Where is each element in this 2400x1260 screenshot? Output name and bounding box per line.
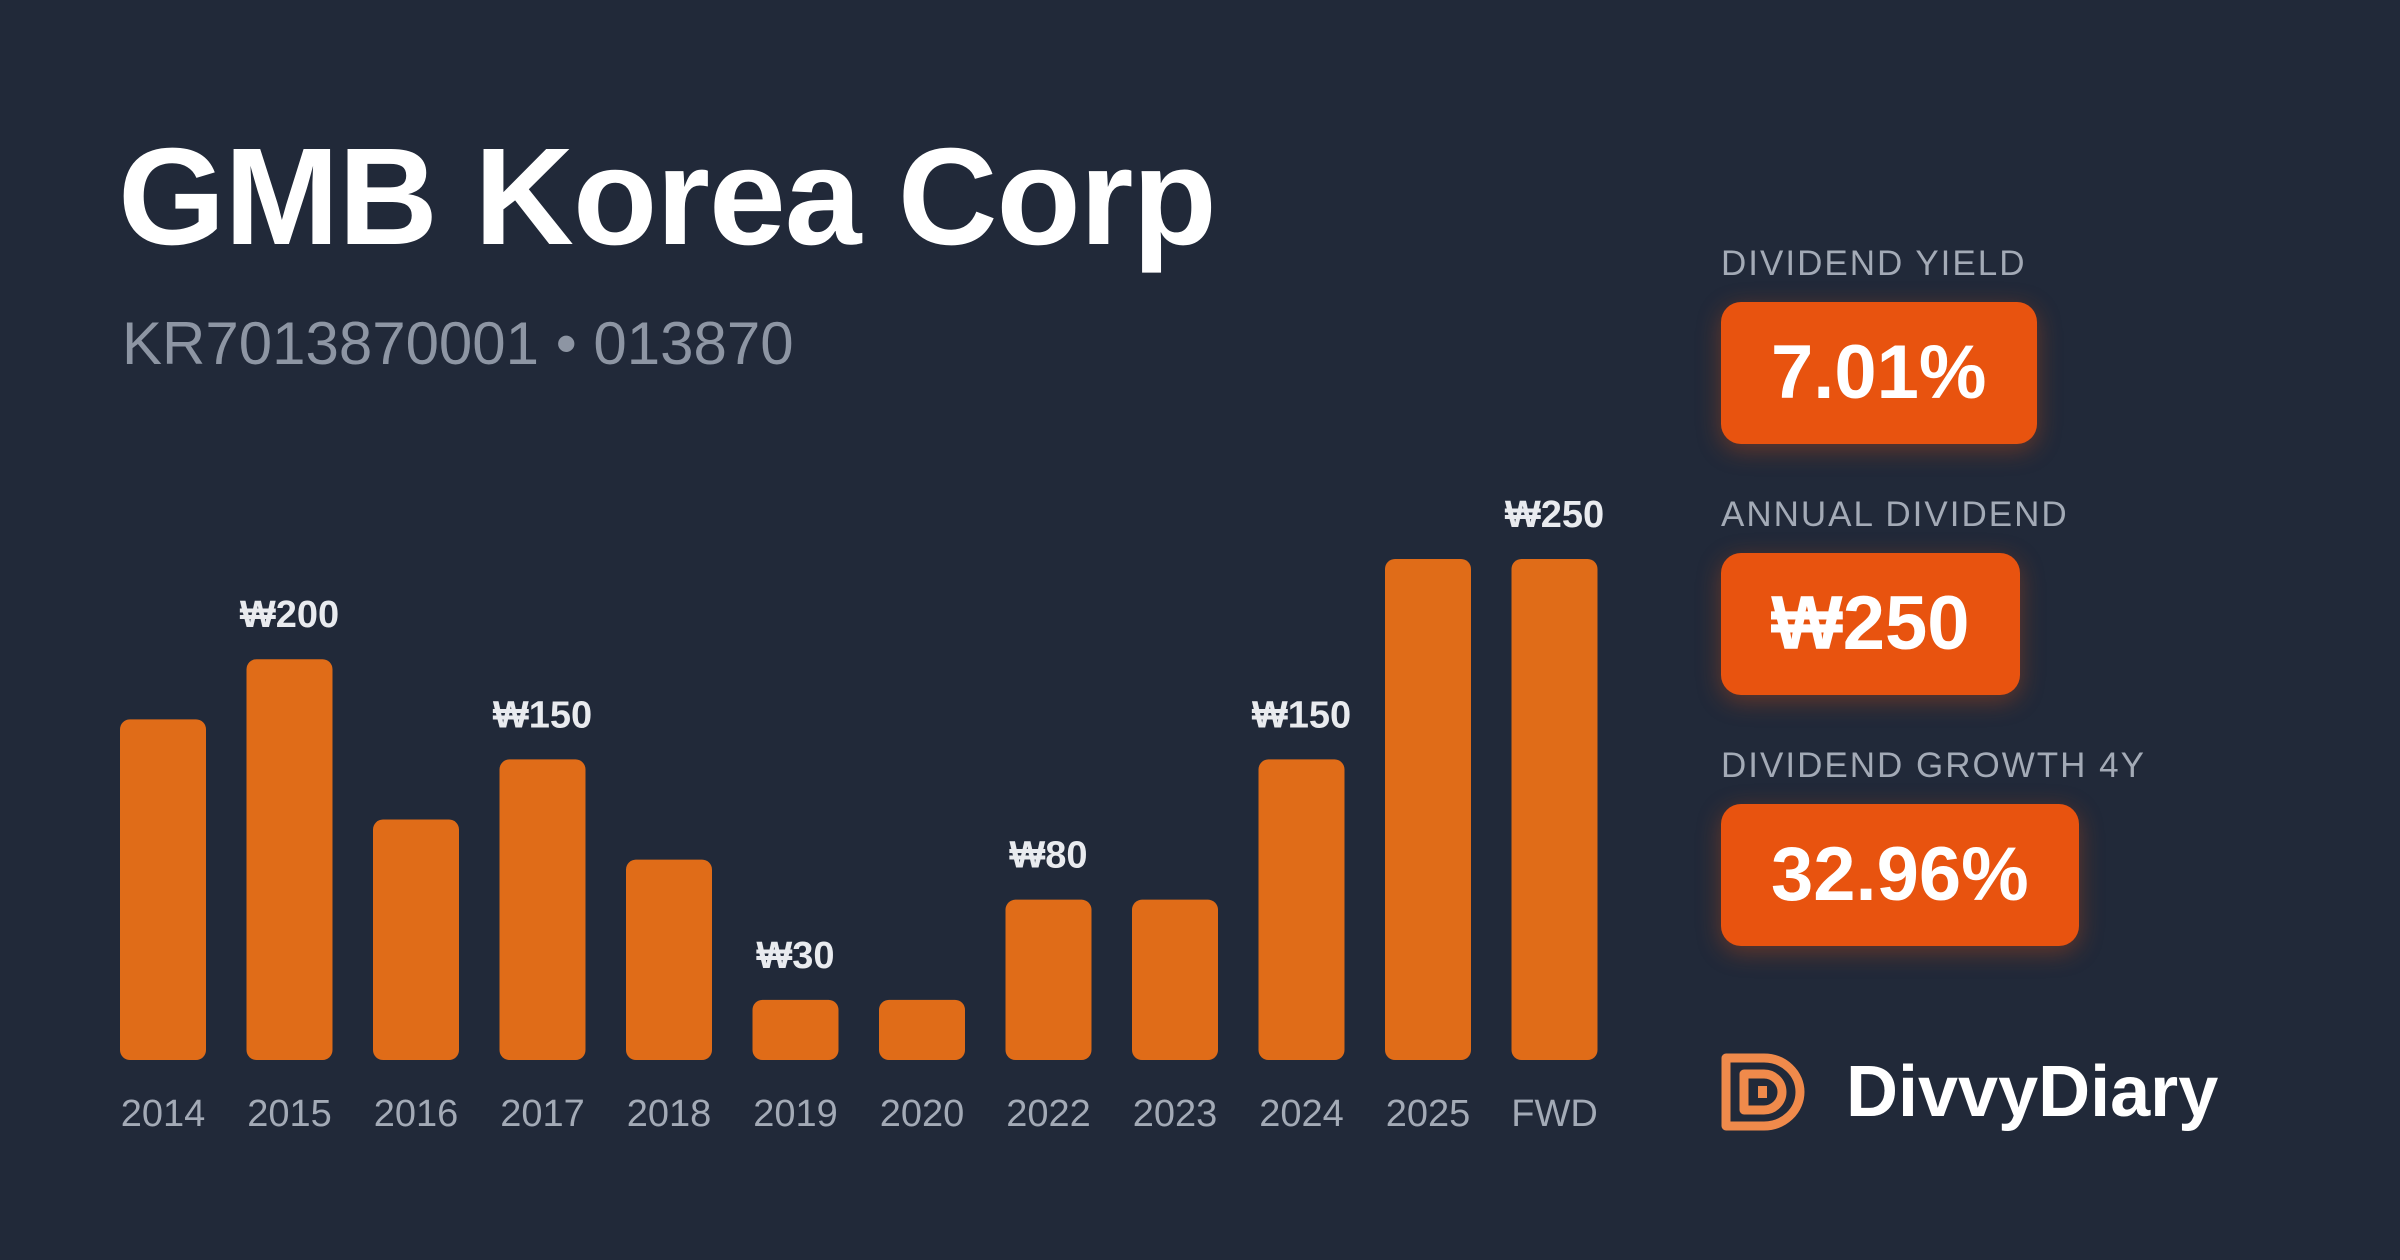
bar-2018	[626, 859, 712, 1060]
company-identifiers: KR7013870001 • 013870	[122, 314, 794, 374]
dividend-bar-chart: 2014 2015 ₩200 2016 2017 ₩150 2018 2019 ₩30 2020 2…	[120, 494, 1604, 1135]
annual-dividend-label: ANNUAL DIVIDEND	[1721, 495, 2069, 534]
x-tick-2018: 2018	[627, 1093, 712, 1135]
annual-dividend-value: ₩250	[1721, 553, 2020, 695]
brand: DivvyDiary	[1720, 1052, 2218, 1132]
bar-2020	[879, 999, 965, 1060]
bar-2016	[373, 819, 459, 1060]
data-label-fwd: ₩250	[1505, 494, 1604, 536]
x-tick-2022: 2022	[1006, 1093, 1091, 1135]
bar-2025	[1385, 559, 1471, 1060]
dividend-growth-label: DIVIDEND GROWTH 4Y	[1721, 746, 2146, 785]
divvydiary-logo-icon	[1721, 1053, 1805, 1131]
isin-code: KR7013870001	[122, 310, 540, 377]
x-tick-2020: 2020	[880, 1093, 965, 1135]
data-label-2024: ₩150	[1252, 694, 1351, 736]
bar-2015	[246, 659, 333, 1060]
data-label-2019: ₩30	[756, 935, 834, 977]
company-title: GMB Korea Corp	[118, 120, 1217, 274]
x-tick-fwd: FWD	[1511, 1093, 1598, 1135]
x-tick-2017: 2017	[500, 1093, 585, 1135]
data-label-2015: ₩200	[240, 594, 339, 636]
identifier-separator: •	[555, 310, 577, 377]
ticker-code: 013870	[593, 310, 794, 377]
bar-2022	[1005, 899, 1092, 1060]
data-label-2017: ₩150	[493, 694, 592, 736]
dividend-yield-value: 7.01%	[1721, 302, 2037, 444]
x-tick-2014: 2014	[121, 1093, 206, 1135]
dividend-yield-label: DIVIDEND YIELD	[1721, 244, 2027, 283]
x-tick-2015: 2015	[247, 1093, 332, 1135]
x-tick-2024: 2024	[1259, 1093, 1344, 1135]
bar-2014	[120, 719, 206, 1060]
bar-2017	[499, 759, 586, 1060]
x-tick-2025: 2025	[1386, 1093, 1471, 1135]
bar-2019	[752, 999, 839, 1060]
brand-name: DivvyDiary	[1846, 1052, 2219, 1132]
data-label-2022: ₩80	[1009, 835, 1087, 877]
bar-2024	[1258, 759, 1345, 1060]
bar-fwd	[1511, 559, 1598, 1060]
x-tick-2023: 2023	[1133, 1093, 1218, 1135]
bar-2023	[1132, 899, 1218, 1060]
dividend-growth-value: 32.96%	[1721, 804, 2079, 946]
x-tick-2016: 2016	[374, 1093, 459, 1135]
x-tick-2019: 2019	[753, 1093, 838, 1135]
